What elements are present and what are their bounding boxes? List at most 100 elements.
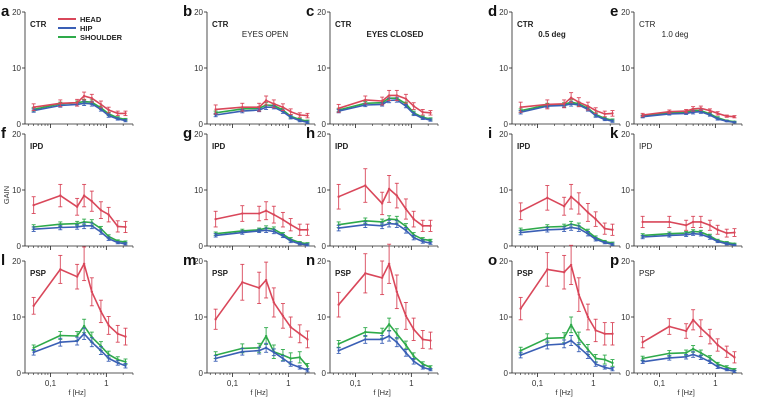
x-tick-label: 1 (104, 379, 109, 388)
data-point (32, 304, 35, 307)
panel-o: 0 10 20 0,1 1 f [Hz] o PSP (488, 244, 621, 397)
data-point (586, 104, 590, 108)
data-point (569, 102, 573, 106)
y-tick-label: 20 (499, 8, 508, 17)
data-point (594, 362, 597, 366)
x-axis-label: f [Hz] (677, 388, 695, 397)
data-point (380, 202, 384, 205)
data-point (32, 228, 35, 231)
data-point (412, 355, 415, 358)
data-point (708, 224, 712, 227)
y-tick-label: 0 (17, 242, 22, 251)
series-head (336, 168, 433, 232)
data-point (99, 227, 103, 230)
data-point (577, 227, 581, 230)
data-point (684, 355, 688, 358)
data-point (90, 200, 94, 203)
data-point (586, 315, 590, 319)
panel-letter: a (1, 3, 10, 20)
panel-p: 0 10 20 0,1 1 f [Hz] p PSP (610, 252, 743, 397)
data-point (395, 290, 399, 293)
data-point (59, 222, 62, 226)
data-point (611, 332, 614, 335)
data-point (289, 362, 292, 366)
series-line (520, 226, 613, 246)
data-point (429, 368, 432, 371)
data-point (116, 117, 119, 121)
series-hip (640, 231, 737, 247)
data-point (421, 117, 424, 120)
data-point (241, 231, 244, 234)
data-point (404, 343, 408, 347)
data-point (569, 96, 573, 99)
data-point (562, 205, 566, 208)
y-tick-label: 0 (17, 369, 22, 378)
y-tick-label: 0 (17, 120, 22, 129)
data-point (380, 276, 384, 279)
panel-letter: p (610, 252, 619, 269)
data-point (603, 112, 606, 116)
y-tick-label: 0 (322, 120, 327, 129)
x-tick-label: 0,1 (654, 379, 666, 388)
data-point (519, 353, 522, 357)
data-point (337, 303, 340, 306)
series-head (640, 105, 737, 119)
y-axis-label: GAIN (2, 186, 11, 204)
data-point (264, 106, 268, 109)
panel-letter: l (1, 252, 5, 269)
data-point (75, 339, 79, 343)
data-point (257, 229, 261, 233)
data-point (611, 112, 614, 115)
data-point (90, 224, 94, 228)
data-point (699, 107, 703, 110)
panel-group-label: IPD (212, 142, 226, 151)
data-point (546, 228, 549, 231)
series-line (642, 232, 735, 246)
y-tick-label: 10 (317, 64, 326, 73)
data-point (364, 223, 367, 226)
series-line (215, 335, 309, 367)
data-point (577, 346, 581, 349)
data-point (364, 219, 367, 222)
data-point (404, 97, 408, 101)
data-point (32, 203, 35, 207)
data-point (569, 263, 573, 267)
data-point (716, 362, 719, 366)
data-point (380, 220, 384, 224)
data-point (387, 262, 391, 265)
data-point (241, 212, 244, 215)
data-point (404, 314, 408, 318)
data-point (241, 350, 244, 353)
data-point (412, 236, 415, 239)
x-tick-label: 1 (409, 379, 414, 388)
x-tick-label: 0,1 (227, 379, 239, 388)
data-point (124, 225, 127, 229)
data-point (380, 332, 384, 335)
data-point (668, 234, 671, 237)
y-tick-label: 10 (194, 313, 203, 322)
series-line (33, 221, 126, 243)
data-point (603, 241, 606, 244)
data-point (306, 338, 309, 341)
data-point (395, 341, 399, 344)
data-point (298, 356, 301, 359)
data-point (257, 106, 261, 109)
data-point (429, 242, 432, 245)
panel-group-label: CTR (517, 20, 534, 29)
data-point (603, 332, 606, 335)
data-point (116, 112, 119, 115)
data-point (519, 231, 522, 234)
data-point (306, 369, 309, 372)
series-line (338, 222, 431, 244)
panel-group-label: CTR (30, 20, 47, 29)
y-tick-label: 10 (12, 186, 21, 195)
data-point (733, 370, 736, 373)
data-point (569, 195, 573, 198)
series-hip (31, 222, 128, 246)
data-point (364, 330, 367, 334)
data-point (562, 271, 566, 274)
data-point (298, 113, 301, 117)
data-point (90, 290, 94, 293)
